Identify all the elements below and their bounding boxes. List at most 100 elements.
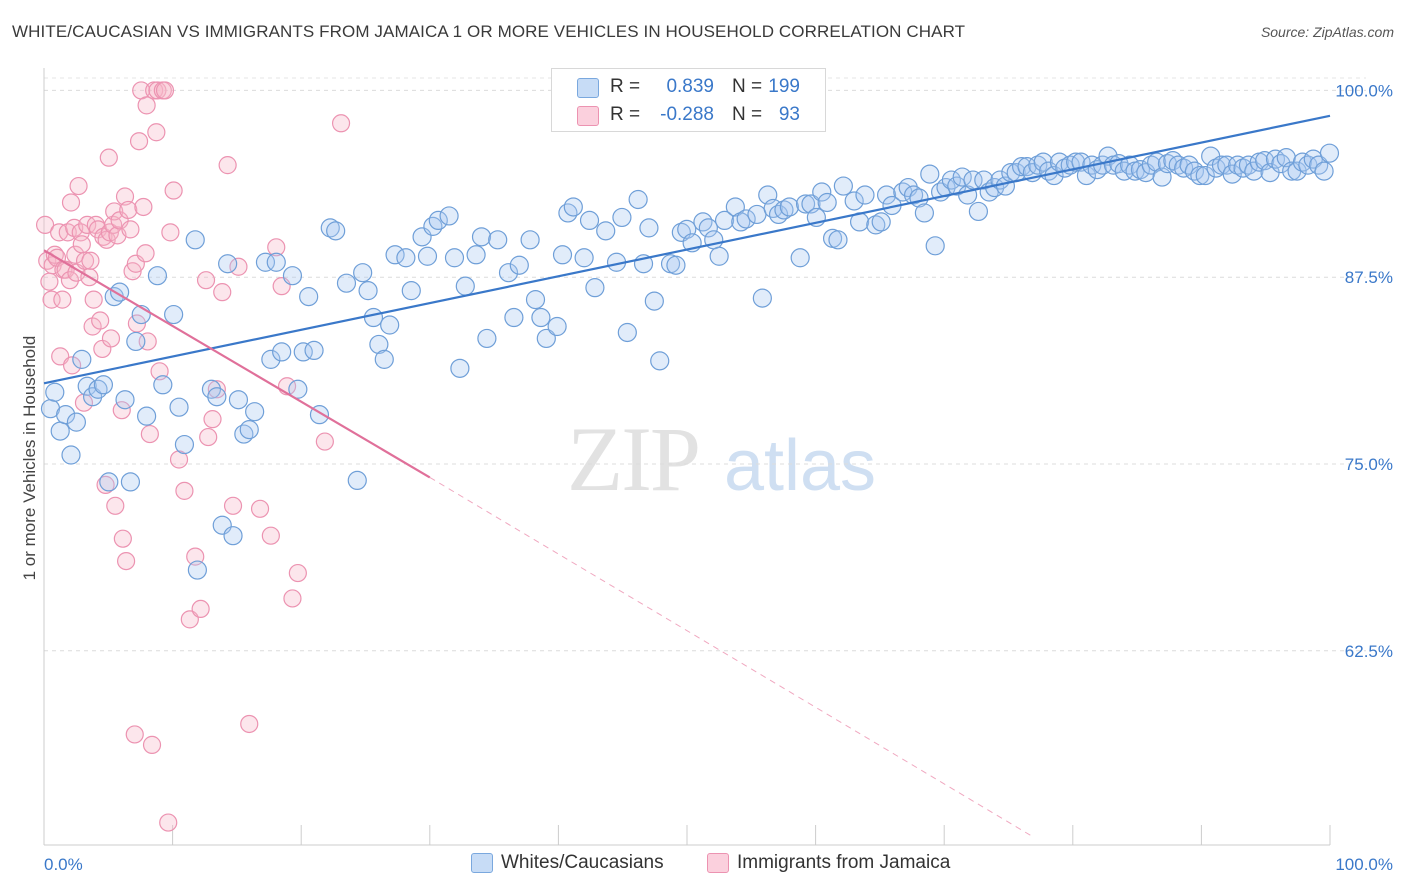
data-point-jamaica [199, 427, 218, 447]
data-point-whites [369, 334, 389, 355]
data-point-whites [563, 197, 583, 217]
data-point-jamaica [283, 589, 302, 608]
data-point-whites [471, 227, 492, 247]
legend-r-label: R = [610, 76, 641, 97]
data-point-jamaica [40, 272, 59, 291]
legend-n-value: 93 [778, 104, 800, 125]
data-point-whites [282, 266, 303, 286]
legend-n-label: N = [732, 104, 763, 125]
data-point-jamaica [121, 220, 140, 239]
legend-n-label: N = [732, 76, 763, 97]
data-point-whites [120, 472, 141, 492]
data-point-whites [1271, 154, 1291, 174]
data-point-jamaica [72, 235, 91, 254]
data-point-jamaica [35, 215, 55, 234]
data-point-jamaica [99, 148, 118, 167]
data-point-jamaica [91, 311, 110, 330]
data-point-whites [650, 351, 670, 371]
data-point-jamaica [331, 114, 351, 133]
data-point-jamaica [218, 156, 237, 175]
series-immigrants-from-jamaica [35, 81, 351, 832]
data-point-whites [536, 328, 556, 349]
data-point-whites [628, 189, 648, 210]
data-point-whites [617, 322, 637, 343]
x-tick-label: 100.0% [1335, 855, 1393, 874]
data-point-whites [1287, 161, 1307, 181]
data-point-whites [752, 288, 772, 308]
y-axis-label: 1 or more Vehicles in Household [20, 336, 39, 581]
data-point-jamaica [84, 290, 103, 309]
data-point-whites [428, 210, 448, 231]
data-point-whites [504, 307, 524, 328]
data-point-whites [288, 379, 308, 399]
data-point-whites [795, 194, 816, 214]
data-point-whites [93, 375, 114, 395]
data-point-jamaica [119, 200, 138, 220]
data-point-whites [925, 236, 945, 256]
data-point-jamaica [240, 714, 259, 734]
y-tick-labels: 62.5% 75.0% 87.5% 100.0% [1335, 81, 1393, 660]
data-point-whites [866, 215, 886, 235]
data-point-jamaica [105, 202, 124, 221]
data-point-whites [66, 412, 87, 432]
data-point-whites [45, 382, 65, 402]
data-point-whites [396, 248, 416, 268]
data-point-whites [725, 197, 745, 217]
data-point-jamaica [155, 81, 175, 100]
data-point-whites [336, 273, 357, 293]
data-point-whites [574, 248, 594, 268]
data-point-whites [72, 349, 92, 369]
data-point-jamaica [81, 251, 100, 270]
data-point-whites [401, 281, 421, 301]
data-point-jamaica [60, 271, 80, 290]
data-point-whites [450, 358, 470, 378]
data-point-whites [61, 445, 81, 465]
data-point-whites [871, 212, 891, 232]
data-point-whites [1066, 152, 1086, 172]
data-point-jamaica [106, 496, 125, 515]
data-point-whites [185, 230, 205, 250]
legend-swatch-pink [577, 106, 599, 126]
data-point-whites [1012, 157, 1032, 177]
data-point-jamaica [42, 290, 61, 309]
data-point-whites [477, 328, 497, 349]
data-point-whites [585, 278, 605, 298]
data-point-jamaica [140, 424, 159, 444]
data-point-whites [1190, 165, 1210, 186]
data-point-jamaica [229, 257, 248, 276]
data-point-whites [639, 218, 659, 238]
trend-line-jamaica [43, 249, 431, 479]
data-point-whites [1114, 161, 1134, 181]
data-point-jamaica [53, 290, 72, 309]
data-point-jamaica [267, 238, 286, 257]
y-tick-label: 62.5% [1345, 642, 1393, 661]
data-point-whites [207, 387, 227, 407]
data-point-whites [444, 248, 465, 268]
data-point-whites [1120, 155, 1140, 175]
data-point-jamaica [134, 197, 153, 217]
data-point-jamaica [147, 123, 166, 142]
data-point-whites [509, 255, 529, 275]
data-point-whites [736, 209, 756, 229]
data-point-whites [363, 307, 384, 328]
data-point-jamaica [175, 481, 194, 500]
chart-title: WHITE/CAUCASIAN VS IMMIGRANTS FROM JAMAI… [12, 22, 966, 41]
data-point-jamaica [261, 526, 280, 545]
data-point-jamaica [213, 283, 232, 302]
y-tick-label: 75.0% [1345, 455, 1393, 474]
legend-n-value: 199 [768, 76, 800, 97]
data-point-whites [1309, 155, 1329, 175]
watermark-atlas: atlas [724, 426, 876, 506]
data-point-whites [498, 263, 519, 283]
data-point-whites [466, 245, 486, 265]
data-point-jamaica [61, 193, 81, 212]
data-point-whites [174, 434, 195, 455]
data-point-whites [50, 421, 70, 441]
data-point-whites [596, 221, 616, 241]
data-point-jamaica [315, 432, 334, 451]
data-point-jamaica [101, 329, 121, 348]
data-point-jamaica [137, 96, 156, 115]
legend-swatch-blue [577, 78, 599, 98]
data-point-whites [693, 212, 713, 232]
data-point-whites [714, 210, 735, 231]
